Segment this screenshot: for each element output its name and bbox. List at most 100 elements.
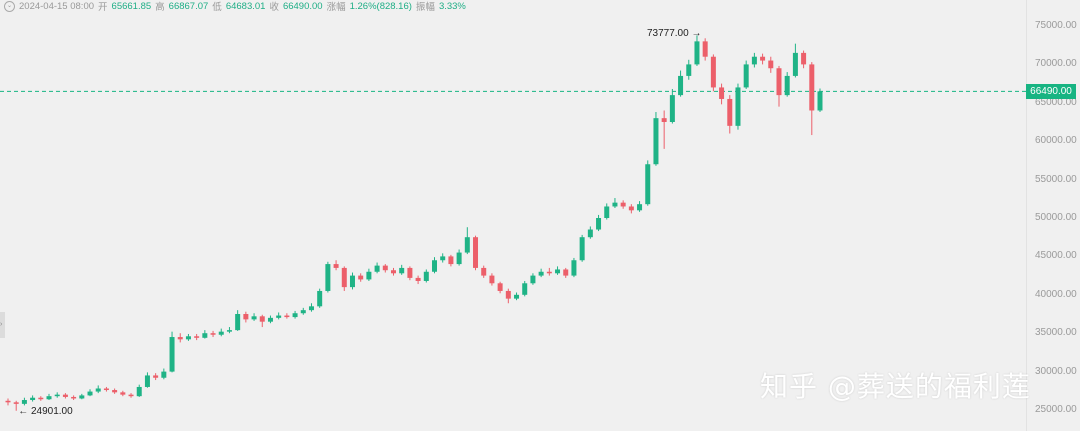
chevron-down-circle-icon[interactable]: ⌄ [4,0,15,12]
candle[interactable] [333,260,339,271]
candle[interactable] [686,59,692,80]
candle[interactable] [801,50,807,69]
candle[interactable] [54,392,60,398]
candle[interactable] [243,311,249,323]
candlestick-chart[interactable] [0,0,1026,431]
candle[interactable] [653,112,659,166]
candle[interactable] [46,393,52,401]
candle[interactable] [809,62,815,136]
candle[interactable] [669,88,675,124]
candle[interactable] [95,385,101,394]
candle[interactable] [464,227,470,255]
candle[interactable] [259,314,265,328]
candle[interactable] [390,267,396,276]
candle[interactable] [300,307,306,315]
candle[interactable] [620,200,626,209]
candle[interactable] [817,88,823,113]
candle[interactable] [505,288,511,304]
candle[interactable] [710,54,716,92]
candle[interactable] [128,393,134,398]
candle[interactable] [497,281,503,294]
candle[interactable] [374,262,380,274]
candle[interactable] [325,261,331,293]
candle[interactable] [768,56,774,73]
candle[interactable] [555,266,561,275]
candle[interactable] [341,266,347,291]
candle[interactable] [30,395,36,402]
candle[interactable] [79,393,85,400]
candle[interactable] [760,53,766,65]
candle[interactable] [792,43,798,78]
candle[interactable] [612,198,618,209]
candle[interactable] [776,65,782,107]
candle[interactable] [546,267,552,276]
candle[interactable] [366,268,372,281]
candle[interactable] [694,35,700,66]
candle[interactable] [87,389,93,397]
candle[interactable] [423,269,429,283]
candle[interactable] [194,333,200,341]
candle[interactable] [13,400,19,411]
candle[interactable] [317,288,323,308]
candle[interactable] [169,331,175,373]
candle[interactable] [399,264,405,275]
candle[interactable] [218,328,224,337]
candle[interactable] [538,268,544,278]
candle[interactable] [202,330,208,339]
left-panel-toggle[interactable]: › [0,312,5,338]
candle[interactable] [481,265,487,278]
candle[interactable] [489,273,495,286]
candle[interactable] [38,396,44,401]
candle[interactable] [440,253,446,263]
candle[interactable] [563,267,569,278]
candle[interactable] [628,204,634,214]
candle[interactable] [637,201,643,212]
candle[interactable] [514,292,520,301]
candle[interactable] [678,70,684,97]
candle[interactable] [5,398,11,406]
candle[interactable] [751,52,757,68]
candle[interactable] [530,273,536,285]
candle[interactable] [735,83,741,130]
candle[interactable] [308,303,314,312]
candle[interactable] [587,226,593,239]
candle[interactable] [522,280,528,297]
candle[interactable] [112,388,118,394]
candle[interactable] [407,266,413,281]
candle[interactable] [719,83,725,105]
candle[interactable] [604,203,610,220]
candle[interactable] [473,235,479,271]
candle[interactable] [579,234,585,262]
candle[interactable] [144,372,150,388]
candle[interactable] [103,386,109,392]
candle[interactable] [292,310,298,319]
candle[interactable] [276,312,282,320]
candle[interactable] [661,110,667,149]
candle[interactable] [177,333,183,343]
candle[interactable] [415,275,421,285]
candle[interactable] [448,254,454,267]
candle[interactable] [267,315,273,324]
candle[interactable] [358,273,364,282]
candle[interactable] [456,249,462,266]
candle[interactable] [226,327,232,334]
candle[interactable] [784,72,790,97]
candle[interactable] [382,264,388,273]
candle[interactable] [120,390,126,397]
candle[interactable] [185,333,191,341]
candle[interactable] [235,310,241,331]
candle[interactable] [743,60,749,89]
candle[interactable] [432,257,438,274]
candle[interactable] [702,38,708,61]
candle[interactable] [71,395,77,401]
candle[interactable] [727,95,733,134]
candle[interactable] [136,384,142,397]
candle[interactable] [251,313,257,321]
candle[interactable] [284,313,290,319]
candle[interactable] [571,257,577,278]
candle[interactable] [21,397,27,406]
candle[interactable] [210,330,216,338]
candle[interactable] [161,368,167,380]
candle[interactable] [596,214,602,232]
candle[interactable] [62,393,68,399]
